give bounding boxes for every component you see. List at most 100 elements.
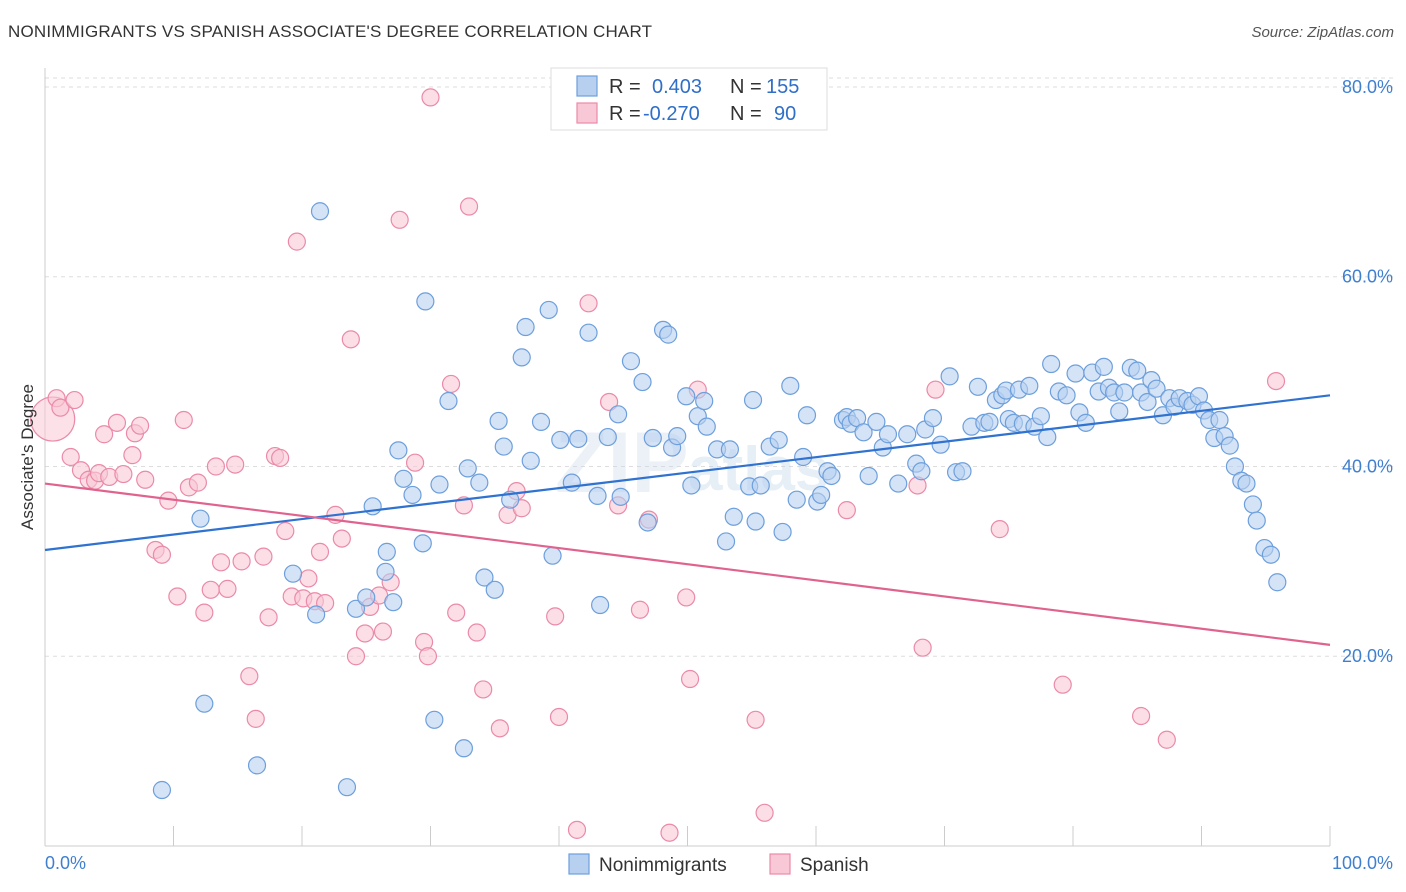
spanish-point bbox=[373, 622, 393, 641]
data-points bbox=[30, 88, 1287, 842]
nonimmigrants-point bbox=[746, 512, 765, 531]
y-axis-label: Associate's Degree bbox=[18, 384, 37, 530]
spanish-point bbox=[114, 464, 133, 484]
nonimmigrants-point bbox=[621, 352, 641, 371]
legend-r-label: R = bbox=[609, 103, 641, 125]
nonimmigrants-point bbox=[531, 412, 551, 431]
spanish-point bbox=[201, 580, 220, 599]
nonimmigrants-point bbox=[413, 534, 432, 553]
spanish-point bbox=[660, 823, 679, 842]
y-tick-labels: 20.0% 40.0% 60.0% 80.0% bbox=[1342, 77, 1393, 666]
nonimmigrants-point bbox=[337, 778, 357, 797]
series-legend: Nonimmigrants Spanish bbox=[568, 853, 869, 876]
spanish-point bbox=[271, 448, 290, 468]
spanish-point bbox=[130, 416, 150, 435]
nonimmigrants-point bbox=[512, 348, 531, 367]
nonimmigrants-point bbox=[310, 202, 330, 221]
nonimmigrants-point bbox=[598, 427, 617, 447]
x-tick-label-max: 100.0% bbox=[1332, 853, 1393, 873]
spanish-point bbox=[61, 447, 80, 467]
legend-n-value: 155 bbox=[766, 76, 799, 98]
nonimmigrants-point bbox=[638, 513, 657, 532]
spanish-trend-line bbox=[44, 482, 1331, 646]
spanish-point bbox=[630, 600, 650, 619]
nonimmigrants-point bbox=[609, 405, 628, 424]
nonimmigrants-point bbox=[923, 409, 943, 428]
nonimmigrants-point bbox=[195, 694, 214, 713]
nonimmigrants-point bbox=[454, 739, 474, 758]
spanish-point bbox=[1053, 675, 1072, 694]
spanish-point bbox=[107, 413, 127, 432]
nonimmigrants-point bbox=[854, 423, 873, 442]
spanish-point bbox=[276, 521, 295, 541]
bottom-legend-label-spanish: Spanish bbox=[800, 855, 869, 876]
legend-swatch-spanish bbox=[576, 102, 598, 124]
nonimmigrants-point bbox=[475, 568, 494, 587]
nonimmigrants-point bbox=[539, 300, 558, 320]
spanish-point bbox=[405, 453, 425, 472]
nonimmigrants-point bbox=[633, 372, 652, 392]
nonimmigrants-point bbox=[867, 412, 886, 431]
nonimmigrants-point bbox=[682, 476, 701, 495]
spanish-point bbox=[346, 647, 366, 666]
nonimmigrants-point bbox=[980, 412, 999, 431]
nonimmigrants-point bbox=[470, 473, 489, 492]
spanish-point bbox=[246, 709, 265, 728]
spanish-point bbox=[990, 520, 1009, 539]
spanish-point bbox=[1266, 371, 1286, 391]
nonimmigrants-point bbox=[416, 292, 435, 311]
y-tick-label: 80.0% bbox=[1342, 77, 1393, 97]
nonimmigrants-point bbox=[430, 475, 449, 494]
y-tick-label: 20.0% bbox=[1342, 646, 1393, 666]
nonimmigrants-point bbox=[562, 473, 581, 492]
nonimmigrants-point bbox=[912, 462, 931, 481]
nonimmigrants-point bbox=[643, 428, 662, 448]
legend-swatch-nonimmigrants bbox=[576, 75, 598, 97]
nonimmigrants-point bbox=[1110, 402, 1129, 421]
spanish-point bbox=[459, 197, 479, 216]
legend-r-value: -0.270 bbox=[643, 103, 700, 125]
spanish-point bbox=[746, 710, 765, 729]
spanish-point bbox=[447, 603, 466, 622]
nonimmigrants-point bbox=[551, 430, 570, 450]
nonimmigrants-point bbox=[1020, 376, 1039, 395]
spanish-point bbox=[677, 588, 696, 607]
grid-lines bbox=[45, 77, 1393, 657]
nonimmigrants-point bbox=[1057, 386, 1076, 405]
spanish-point bbox=[287, 232, 306, 251]
spanish-point bbox=[299, 569, 318, 588]
nonimmigrants-point bbox=[781, 376, 800, 395]
nonimmigrants-point bbox=[458, 459, 477, 478]
spanish-point bbox=[421, 88, 440, 107]
spanish-point bbox=[1157, 730, 1176, 749]
spanish-point bbox=[136, 470, 155, 489]
trend-lines bbox=[44, 394, 1331, 646]
bottom-legend-label-nonimmigrants: Nonimmigrants bbox=[599, 855, 727, 876]
nonimmigrants-point bbox=[357, 588, 376, 607]
spanish-point bbox=[549, 707, 569, 727]
nonimmigrants-point bbox=[152, 780, 172, 800]
nonimmigrants-point bbox=[889, 474, 908, 493]
spanish-point bbox=[168, 587, 187, 606]
nonimmigrants-point bbox=[1115, 383, 1134, 402]
chart-source: Source: ZipAtlas.com bbox=[1251, 24, 1394, 41]
nonimmigrants-point bbox=[743, 390, 763, 410]
legend-r-value: 0.403 bbox=[652, 76, 702, 98]
nonimmigrants-point bbox=[697, 417, 716, 436]
nonimmigrants-point bbox=[797, 406, 817, 425]
nonimmigrants-point bbox=[1076, 413, 1095, 432]
legend-n-label: N = bbox=[730, 103, 762, 125]
spanish-point bbox=[174, 410, 193, 430]
nonimmigrants-point bbox=[439, 391, 458, 411]
nonimmigrants-point bbox=[1247, 511, 1266, 530]
nonimmigrants-point bbox=[898, 425, 917, 444]
nonimmigrants-point bbox=[859, 466, 878, 486]
nonimmigrants-point bbox=[953, 462, 972, 481]
nonimmigrants-point bbox=[191, 509, 210, 528]
nonimmigrants-point bbox=[724, 507, 743, 526]
spanish-point bbox=[332, 529, 351, 548]
nonimmigrants-point bbox=[716, 532, 736, 551]
spanish-point bbox=[355, 624, 375, 643]
spanish-point bbox=[206, 457, 226, 476]
